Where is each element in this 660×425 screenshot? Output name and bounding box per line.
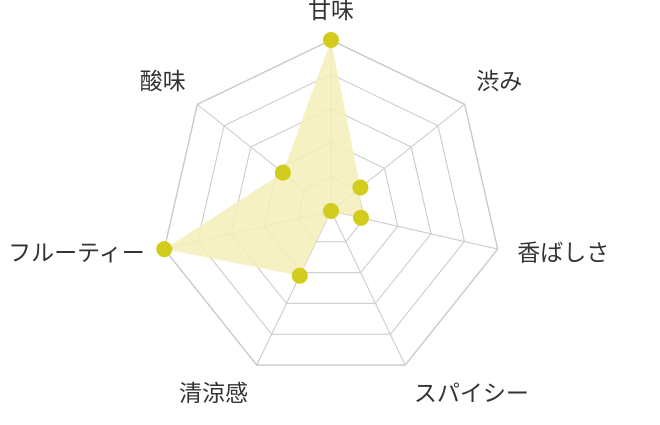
grid-ring-4 xyxy=(197,73,465,335)
data-point-7 xyxy=(274,164,291,181)
axis-label-4: スパイシー xyxy=(414,381,529,407)
grid-spoke-5 xyxy=(256,210,332,366)
data-point-2 xyxy=(352,179,369,196)
data-point-1 xyxy=(323,32,339,48)
grid-spoke-4 xyxy=(330,210,406,366)
axis-label-1: 甘味 xyxy=(308,0,354,24)
radar-points xyxy=(156,32,369,284)
axis-label-2: 渋み xyxy=(476,69,522,95)
axis-label-3: 香ばしさ xyxy=(517,241,609,267)
axis-label-7: 酸味 xyxy=(140,69,186,95)
axis-label-6: フルーティー xyxy=(8,241,145,267)
axis-label-5: 清涼感 xyxy=(179,381,248,407)
grid-ring-3 xyxy=(230,107,432,304)
data-point-3 xyxy=(353,209,369,226)
data-point-4 xyxy=(323,203,339,219)
grid-ring-5 xyxy=(163,39,499,366)
data-area xyxy=(164,40,361,276)
radar-area xyxy=(164,40,361,276)
data-point-6 xyxy=(156,241,173,258)
data-point-5 xyxy=(291,267,308,284)
